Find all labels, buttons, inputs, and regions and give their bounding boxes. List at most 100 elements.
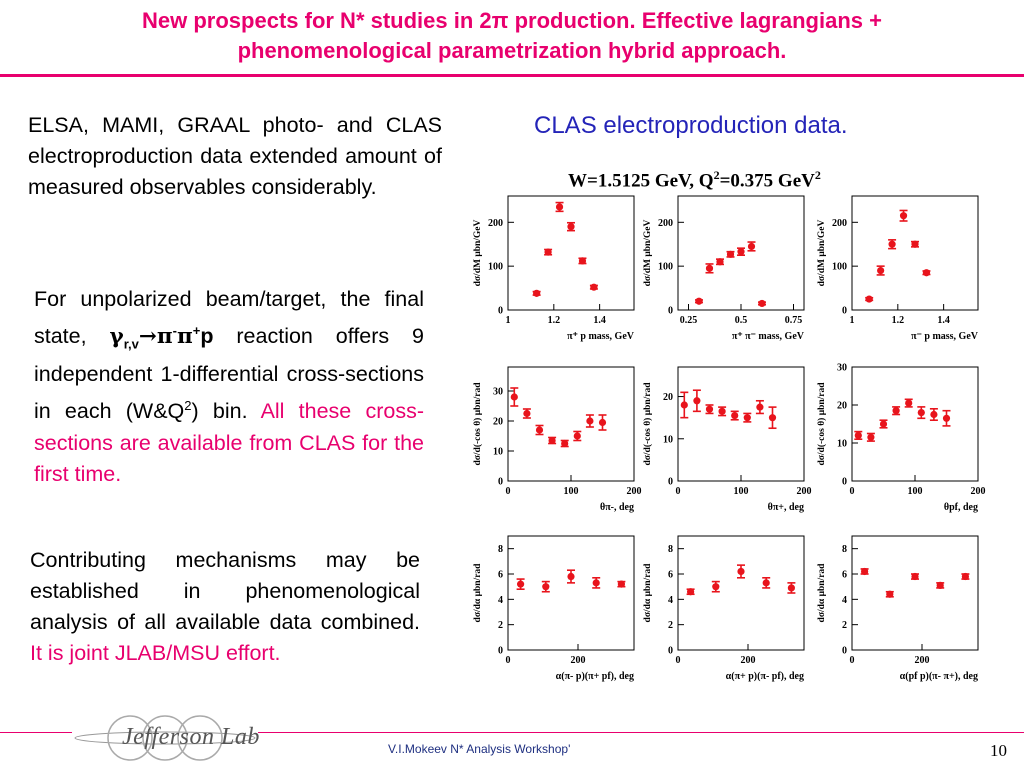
y-tick-label: 8 <box>498 544 503 555</box>
plot-frame <box>851 535 979 651</box>
plot-title-sup1: 2 <box>713 168 720 182</box>
data-point <box>542 583 550 591</box>
plot-frame <box>851 195 979 311</box>
paragraph-mechanisms: Contributing mechanisms may be establish… <box>30 545 420 669</box>
data-point <box>548 436 556 445</box>
plot-frame <box>851 366 979 482</box>
plot-frame <box>507 366 635 482</box>
y-tick-label: 6 <box>498 570 503 581</box>
data-point <box>922 269 931 277</box>
data-point <box>911 240 919 248</box>
data-point <box>712 583 720 591</box>
plot-8: 0 2 4 6 8 0 200 dσ/dα μbn/rad α(π+ p)(π- pf), de… <box>643 535 805 682</box>
x-tick-label: 200 <box>915 655 930 666</box>
y-tick-label: 100 <box>658 262 673 273</box>
y-tick-label: 20 <box>837 401 847 412</box>
data-point <box>911 572 919 581</box>
y-tick-label: 4 <box>668 595 673 606</box>
data-point <box>756 403 764 411</box>
data-point <box>687 588 695 596</box>
y-tick-label: 30 <box>493 387 503 398</box>
y-tick-label: 20 <box>663 392 673 403</box>
data-point <box>578 257 587 265</box>
y-tick-label: 4 <box>842 595 847 606</box>
paragraph-cross-sections: For unpolarized beam/target, the final s… <box>34 284 424 490</box>
p2-text-a: For unpolarized beam/target, the final s… <box>34 287 424 349</box>
paragraph-data-overview: ELSA, MAMI, GRAAL photo- and CLAS electr… <box>28 113 442 199</box>
p3-highlight: It is joint JLAB/MSU effort. <box>30 641 281 665</box>
y-axis-label: dσ/d(-cos θ) μbn/rad <box>642 382 653 466</box>
y-tick-label: 0 <box>668 646 673 657</box>
data-point <box>917 409 925 417</box>
y-tick-label: 0 <box>668 306 673 317</box>
y-axis-label: dσ/dM μbn/GeV <box>473 219 483 286</box>
x-tick-label: 200 <box>797 486 812 497</box>
page-number: 10 <box>990 741 1007 760</box>
y-tick-label: 0 <box>668 477 673 488</box>
y-tick-label: 4 <box>498 595 503 606</box>
x-tick-label: 0.5 <box>735 315 748 326</box>
data-point <box>879 420 888 428</box>
proton-symbol: p <box>200 324 214 349</box>
data-point <box>762 579 770 587</box>
y-tick-label: 2 <box>498 620 503 631</box>
x-tick-label: 0 <box>850 486 855 497</box>
data-point <box>510 393 518 401</box>
x-tick-label: 200 <box>571 655 586 666</box>
x-tick-label: 0 <box>506 486 511 497</box>
y-tick-label: 20 <box>493 417 503 428</box>
plot-9: 0 2 4 6 8 0 200 dσ/dα μbn/rad α(pf p)(π- π+), de… <box>817 535 979 682</box>
data-point <box>598 418 607 427</box>
y-tick-label: 200 <box>488 218 503 229</box>
data-point <box>716 258 724 266</box>
title-divider <box>0 74 1024 77</box>
q-squared-sup: 2 <box>184 398 192 414</box>
x-tick-label: 200 <box>741 655 756 666</box>
footer-rule-left <box>0 732 72 733</box>
y-tick-label: 8 <box>668 544 673 555</box>
data-point <box>617 580 625 588</box>
data-point <box>695 297 703 305</box>
logo-rings-icon <box>74 715 256 761</box>
x-axis-label: π⁻ p mass, GeV <box>911 331 979 342</box>
y-tick-label: 0 <box>842 306 847 317</box>
plot-4: 0 10 20 30 0 100 200 dσ/d(-cos θ) μbn/rad θπ-, d… <box>472 366 642 513</box>
slide-title-line2: phenomenological parametrization hybrid … <box>237 38 787 63</box>
footer-rule-right <box>258 732 1024 733</box>
jefferson-lab-logo: Jefferson Lab <box>70 712 260 764</box>
y-axis-label: dσ/dα μbn/rad <box>473 563 483 623</box>
y-axis-label: dσ/d(-cos θ) μbn/rad <box>472 382 483 466</box>
data-point <box>905 399 913 407</box>
data-point <box>533 289 541 297</box>
plot-title: W=1.5125 GeV, Q2=0.375 GeV2 <box>568 168 821 192</box>
x-tick-label: 0 <box>676 486 681 497</box>
data-point <box>590 283 598 291</box>
data-point <box>854 431 862 439</box>
y-axis-label: dσ/d(-cos θ) μbn/rad <box>816 382 827 466</box>
gamma-subscript: r,v <box>123 336 139 352</box>
data-point <box>892 407 900 415</box>
x-tick-label: 100 <box>564 486 579 497</box>
data-point <box>930 410 938 419</box>
x-tick-label: 1 <box>850 315 855 326</box>
data-point <box>899 212 908 220</box>
y-tick-label: 2 <box>668 620 673 631</box>
data-point <box>705 264 714 272</box>
y-axis-label: dσ/dα μbn/rad <box>817 563 827 623</box>
y-tick-label: 8 <box>842 544 847 555</box>
pi-symbol: π <box>177 324 193 350</box>
y-tick-label: 0 <box>842 477 847 488</box>
data-point <box>743 414 751 422</box>
data-point <box>737 248 745 256</box>
y-tick-label: 10 <box>837 439 847 450</box>
data-point <box>861 567 869 576</box>
x-axis-label: θπ-, deg <box>600 502 634 513</box>
data-point <box>768 414 777 422</box>
plot-frame <box>677 535 805 651</box>
data-point <box>535 426 544 434</box>
y-tick-label: 200 <box>658 218 673 229</box>
y-tick-label: 200 <box>832 218 847 229</box>
x-axis-label: α(π+ p)(π- pf), deg <box>726 671 804 682</box>
data-point <box>718 407 726 415</box>
